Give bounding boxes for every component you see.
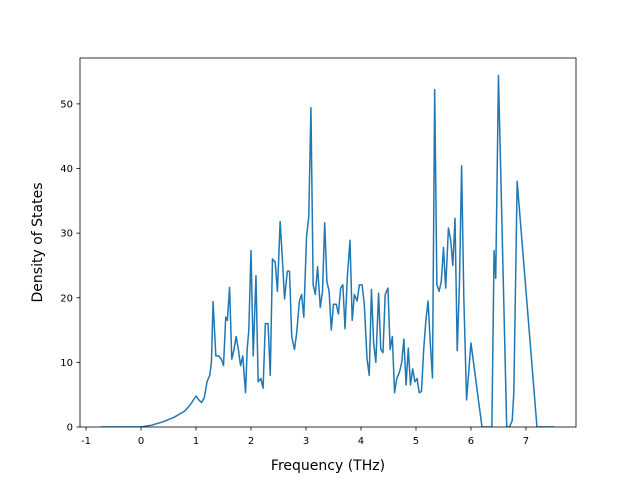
x-tick-label: 4 <box>358 436 364 447</box>
x-tick-label: 7 <box>523 436 529 447</box>
x-tick-label: 2 <box>248 436 254 447</box>
x-tick-label: 0 <box>138 436 144 447</box>
y-tick-label: 50 <box>60 99 73 110</box>
x-tick-label: 5 <box>413 436 419 447</box>
x-tick-label: -1 <box>81 436 91 447</box>
y-tick-label: 40 <box>60 164 73 175</box>
y-axis-label: Density of States <box>30 183 46 303</box>
x-tick-label: 1 <box>193 436 199 447</box>
y-tick-label: 0 <box>67 423 73 434</box>
axes-frame <box>79 57 577 428</box>
x-axis-label: Frequency (THz) <box>271 458 385 474</box>
plot-area <box>100 74 555 427</box>
y-tick-label: 20 <box>60 293 73 304</box>
y-tick-label: 30 <box>60 229 73 240</box>
line-series <box>100 74 555 427</box>
x-tick-label: 3 <box>303 436 309 447</box>
x-tick-label: 6 <box>468 436 474 447</box>
y-tick-label: 10 <box>60 358 73 369</box>
